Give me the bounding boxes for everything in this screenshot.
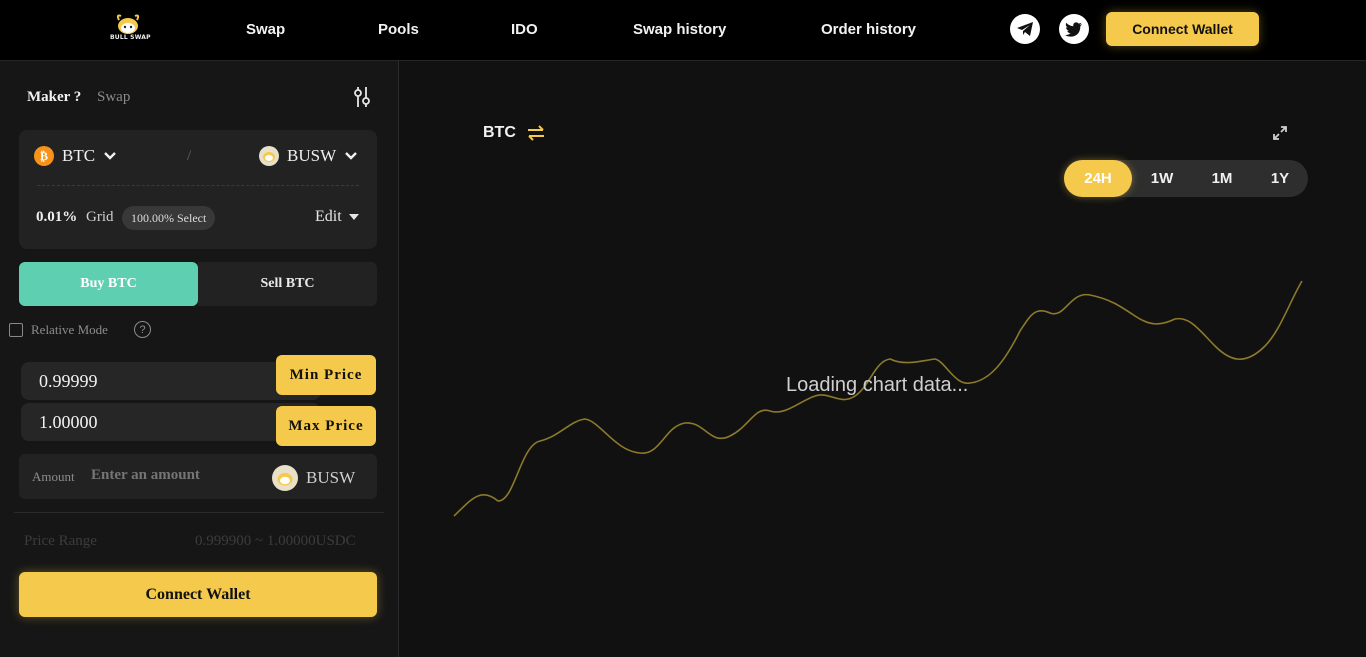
tab-swap[interactable]: Swap [97, 89, 131, 105]
nav-order-history[interactable]: Order history [821, 21, 917, 38]
relative-mode-checkbox[interactable] [9, 323, 23, 337]
divider [14, 512, 384, 513]
amount-input[interactable] [91, 467, 261, 484]
chevron-down-icon [345, 152, 357, 160]
amount-token-select[interactable]: BUSW [272, 465, 355, 491]
price-line [453, 280, 1303, 517]
tab-maker[interactable]: Maker ? [27, 89, 82, 105]
min-price-input[interactable]: 0.99999 [21, 362, 321, 400]
divider [37, 185, 359, 186]
select-badge[interactable]: 100.00% Select [122, 206, 216, 230]
buy-tab-button[interactable]: Buy BTC [19, 262, 198, 306]
swap-arrows-icon[interactable] [526, 125, 546, 141]
telegram-icon[interactable] [1010, 14, 1040, 44]
range-tab-24h[interactable]: 24H [1064, 160, 1132, 197]
busw-token-icon [259, 146, 279, 166]
chevron-down-icon [104, 152, 116, 160]
range-tab-1m[interactable]: 1M [1211, 170, 1233, 187]
trade-panel: Maker ? Swap ₿ BTC / BUSW 0.01% Grid 100… [0, 61, 399, 657]
amount-token-label: BUSW [306, 468, 356, 487]
relative-mode-label: Relative Mode [31, 322, 108, 337]
pair-selector: ₿ BTC / BUSW 0.01% Grid 100.00% Select E… [19, 130, 377, 249]
base-token-label: BTC [62, 146, 96, 165]
nav-ido[interactable]: IDO [511, 21, 538, 38]
top-navbar: BULL SWAP Swap Pools IDO Swap history Or… [0, 0, 1366, 61]
pair-separator: / [187, 148, 192, 164]
connect-wallet-main-button[interactable]: Connect Wallet [19, 572, 377, 617]
range-tab-1w[interactable]: 1W [1150, 170, 1174, 187]
nav-pools[interactable]: Pools [378, 21, 419, 38]
logo-text: BULL SWAP [110, 34, 151, 41]
bull-logo-icon[interactable] [108, 12, 152, 44]
settings-sliders-icon[interactable] [351, 85, 373, 109]
price-range-value: 0.999900 ~ 1.00000USDC [195, 533, 356, 549]
quote-token-select[interactable]: BUSW [259, 146, 358, 166]
edit-dropdown[interactable]: Edit [315, 208, 359, 226]
bitcoin-icon: ₿ [34, 146, 54, 166]
expand-icon[interactable] [1272, 125, 1288, 141]
help-icon[interactable]: ? [134, 321, 151, 338]
max-price-input[interactable]: 1.00000 [21, 403, 321, 441]
amount-field: Amount BUSW [19, 454, 377, 499]
edit-label: Edit [315, 208, 342, 225]
max-price-button[interactable]: Max Price [276, 406, 376, 446]
price-range-label: Price Range [24, 533, 97, 549]
busw-token-icon [272, 465, 298, 491]
loading-text: Loading chart data... [786, 374, 969, 396]
caret-down-icon [348, 214, 359, 220]
grid-label: Grid [86, 209, 114, 225]
price-line-chart [453, 280, 1303, 517]
quote-token-label: BUSW [287, 146, 337, 165]
range-tab-1y[interactable]: 1Y [1270, 170, 1290, 187]
chart-symbol: BTC [483, 124, 516, 141]
chart-panel: BTC 24H 1W 1M 1Y Loading chart data... [400, 61, 1366, 657]
nav-swap[interactable]: Swap [246, 21, 286, 38]
base-token-select[interactable]: ₿ BTC [34, 146, 117, 166]
amount-label: Amount [32, 469, 75, 484]
twitter-icon[interactable] [1059, 14, 1089, 44]
fee-tier: 0.01% [36, 209, 78, 225]
sell-tab-button[interactable]: Sell BTC [198, 262, 377, 306]
time-range-tabs: 24H 1W 1M 1Y [1064, 160, 1308, 197]
connect-wallet-button[interactable]: Connect Wallet [1106, 12, 1259, 46]
nav-swap-history[interactable]: Swap history [633, 21, 727, 38]
min-price-button[interactable]: Min Price [276, 355, 376, 395]
